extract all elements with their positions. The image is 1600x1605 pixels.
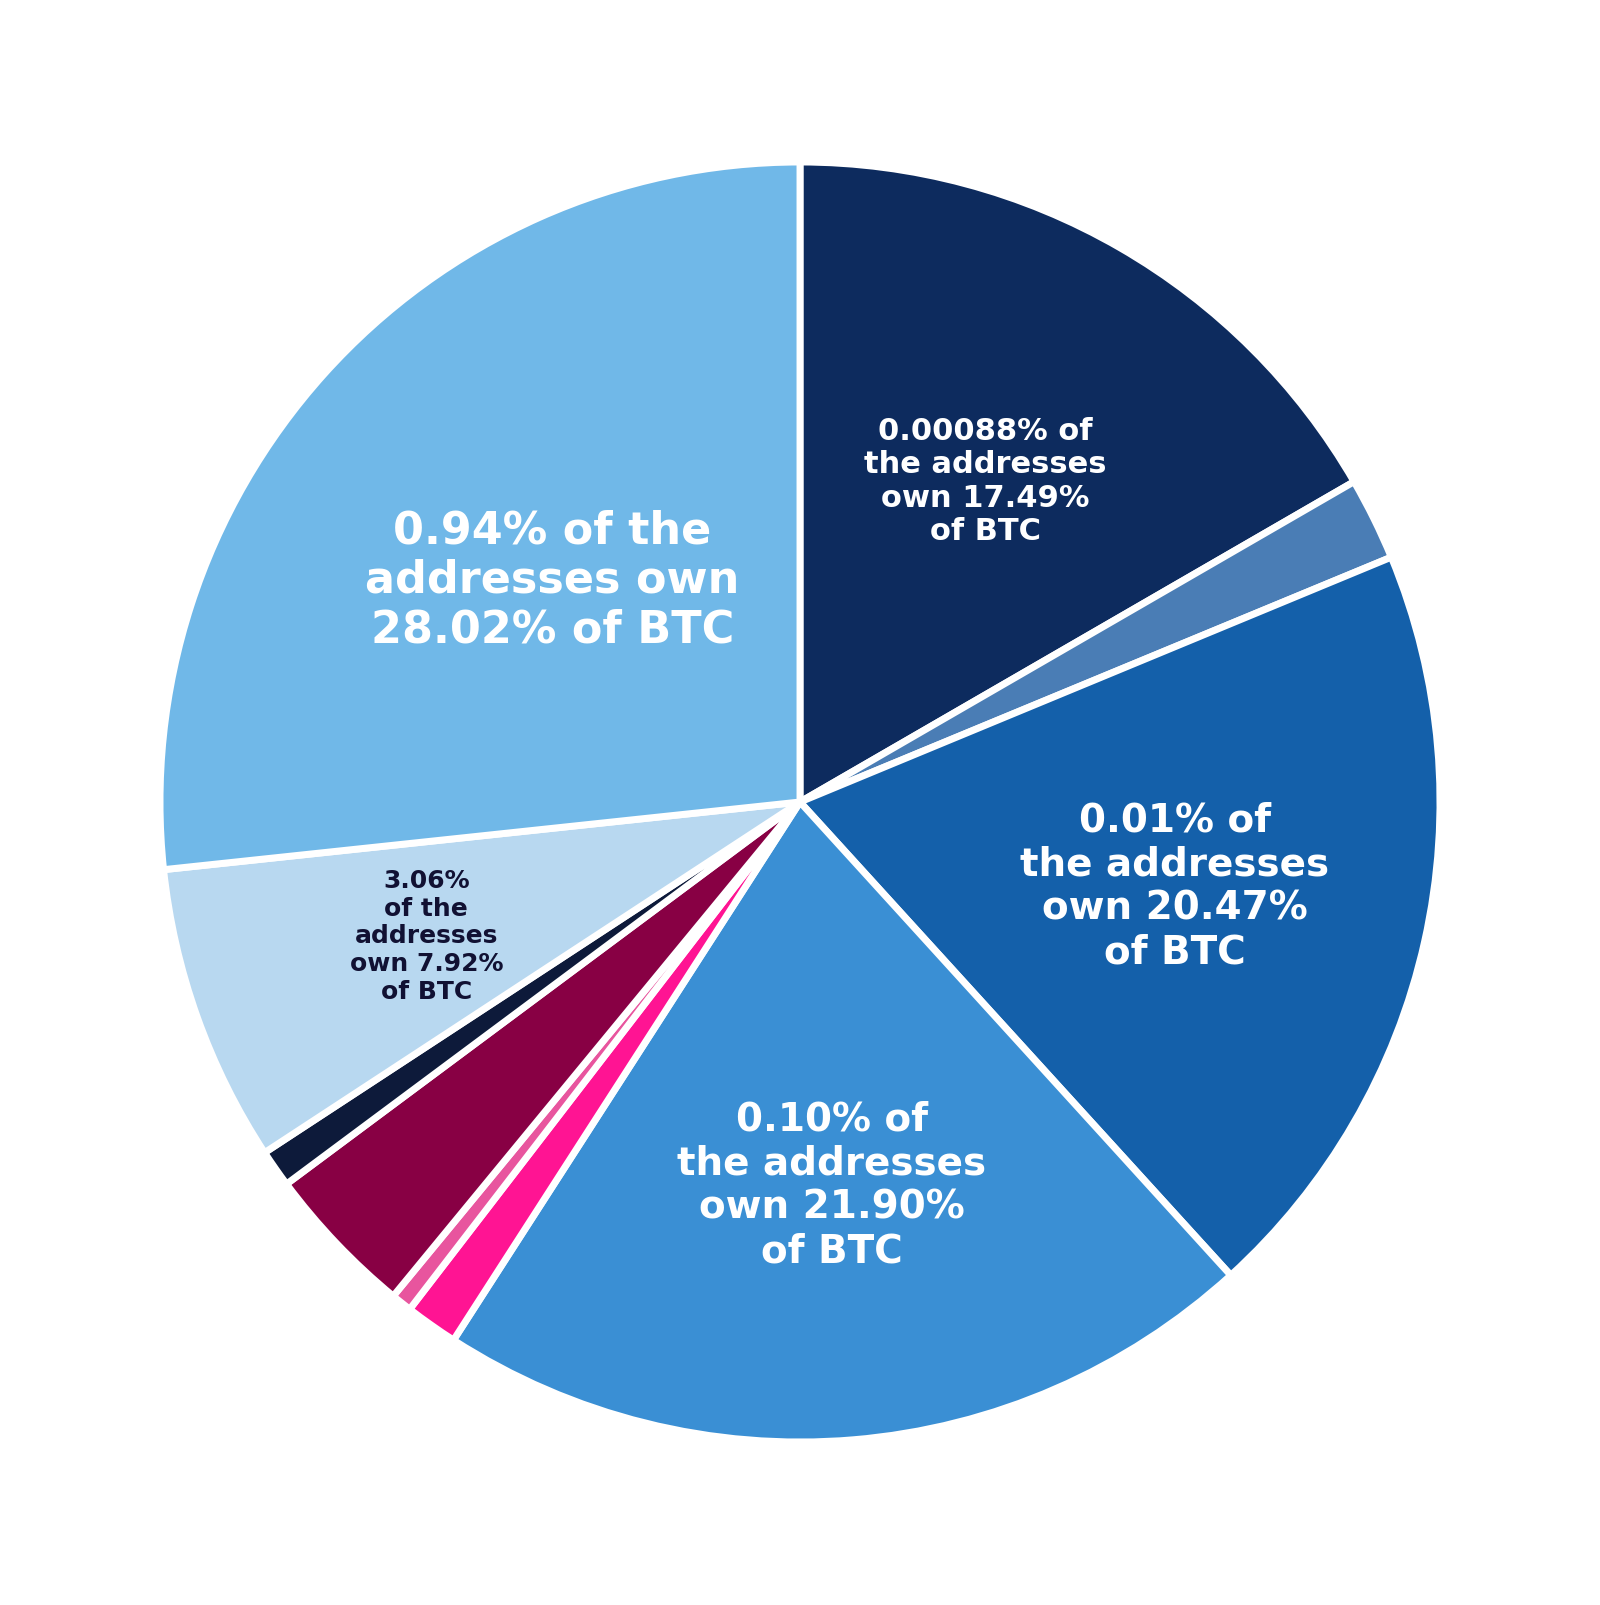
Wedge shape — [410, 802, 800, 1340]
Wedge shape — [163, 802, 800, 1152]
Text: 0.94% of the
addresses own
28.02% of BTC: 0.94% of the addresses own 28.02% of BTC — [365, 509, 739, 652]
Text: 0.00088% of
the addresses
own 17.49%
of BTC: 0.00088% of the addresses own 17.49% of … — [864, 416, 1107, 546]
Wedge shape — [800, 162, 1354, 802]
Wedge shape — [160, 162, 800, 870]
Wedge shape — [453, 802, 1230, 1443]
Wedge shape — [394, 802, 800, 1310]
Wedge shape — [264, 802, 800, 1184]
Text: 3.06%
of the
addresses
own 7.92%
of BTC: 3.06% of the addresses own 7.92% of BTC — [349, 868, 502, 1003]
Text: ₿: ₿ — [702, 571, 1051, 1136]
Wedge shape — [286, 802, 800, 1297]
Wedge shape — [800, 559, 1440, 1276]
Wedge shape — [800, 483, 1392, 802]
Text: 0.10% of
the addresses
own 21.90%
of BTC: 0.10% of the addresses own 21.90% of BTC — [677, 1099, 987, 1270]
Text: 0.01% of
the addresses
own 20.47%
of BTC: 0.01% of the addresses own 20.47% of BTC — [1021, 801, 1330, 971]
